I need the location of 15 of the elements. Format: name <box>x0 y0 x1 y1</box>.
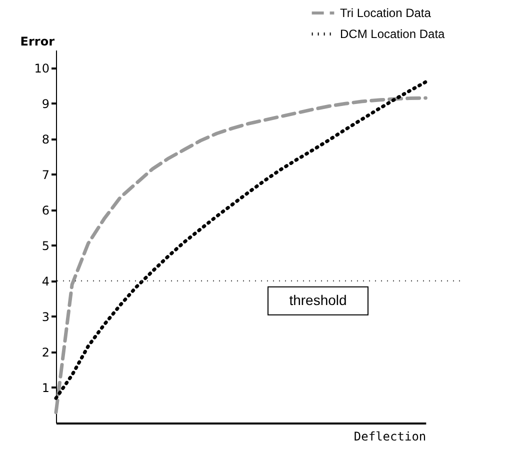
legend-label: Tri Location Data <box>340 6 432 20</box>
y-tick-label: 3 <box>42 310 50 324</box>
y-tick-label: 1 <box>42 380 50 395</box>
y-tick-label: 4 <box>42 274 50 288</box>
y-tick-label: 7 <box>42 168 50 182</box>
y-tick-label: 9 <box>42 96 50 111</box>
y-tick-label: 10 <box>34 61 50 76</box>
legend-label: DCM Location Data <box>340 27 446 41</box>
y-tick-label: 6 <box>42 203 50 218</box>
y-tick-label: 2 <box>42 345 50 360</box>
y-tick-label: 8 <box>42 132 50 146</box>
y-axis-title: Error <box>20 34 55 48</box>
y-tick-label: 5 <box>42 238 50 253</box>
x-axis-title: Deflection <box>354 430 426 444</box>
ref-line-label: threshold <box>289 292 347 308</box>
